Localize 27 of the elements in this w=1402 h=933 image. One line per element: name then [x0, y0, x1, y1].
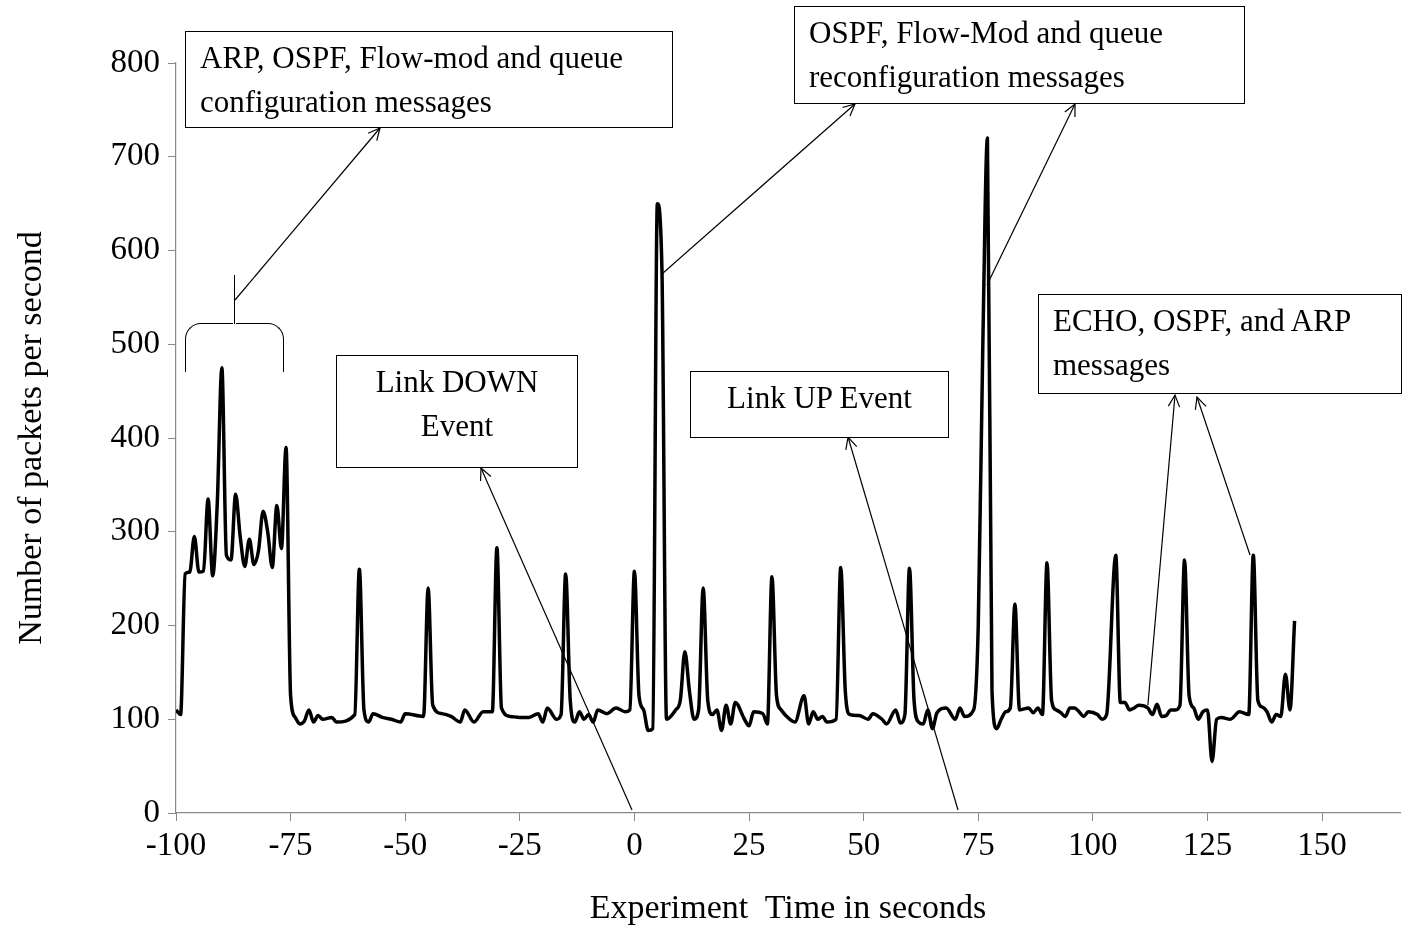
annotation: OSPF, Flow-Mod and queue reconfiguration messages: [794, 6, 1245, 104]
x-axis-title: Experiment Time in seconds: [589, 887, 987, 925]
y-axis-title: Number of packets per second: [11, 231, 49, 645]
x-tick-label: 125: [1182, 826, 1233, 863]
annotation: Link DOWN Event: [336, 355, 578, 468]
x-tick-label: 0: [626, 826, 643, 863]
y-tick-label: 500: [110, 323, 160, 360]
x-tick-label: 75: [961, 826, 995, 863]
y-tick-label: 600: [110, 230, 160, 267]
x-tick-label: 25: [732, 826, 766, 863]
y-tick-label: 700: [110, 136, 160, 173]
x-tick-label: 150: [1297, 826, 1347, 863]
y-tick-label: 400: [110, 417, 160, 454]
x-tick-label: -50: [383, 826, 428, 863]
y-tick-label: 800: [110, 42, 160, 79]
y-tick-label: 200: [110, 605, 160, 642]
x-tick-label: -25: [497, 826, 542, 863]
x-tick-label: 100: [1068, 826, 1118, 863]
y-tick-label: 100: [110, 698, 160, 735]
x-tick-label: 50: [847, 826, 881, 863]
x-tick-label: -100: [145, 826, 207, 863]
y-tick-label: 0: [143, 792, 160, 829]
annotation: ECHO, OSPF, and ARP messages: [1038, 294, 1402, 394]
annotation: Link UP Event: [690, 371, 949, 438]
x-tick-label: -75: [268, 826, 313, 863]
annotation: ARP, OSPF, Flow-mod and queue configuration messages: [185, 31, 673, 128]
y-tick-label: 300: [110, 511, 160, 548]
